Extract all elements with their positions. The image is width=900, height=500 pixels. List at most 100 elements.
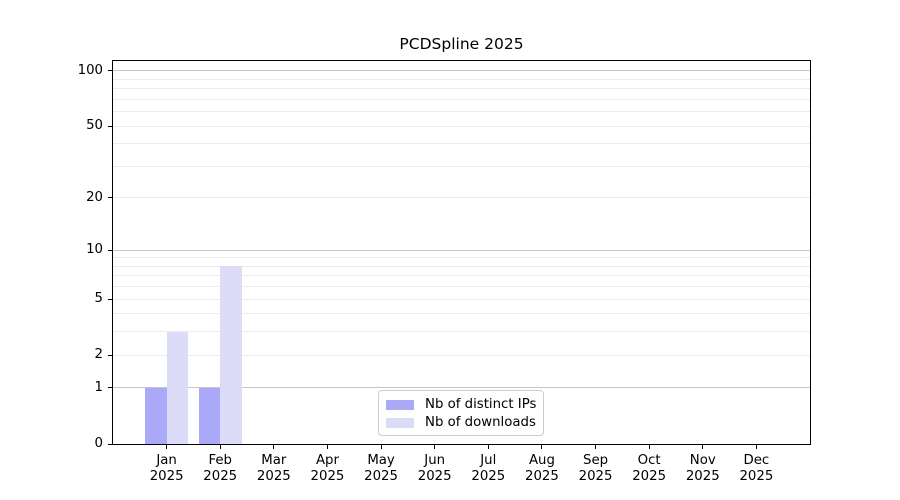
x-tick-label: Dec 2025 [728, 453, 784, 484]
y-tick-mark [108, 298, 113, 300]
y-tick-label: 0 [94, 436, 103, 451]
x-tick-mark [380, 444, 382, 449]
major-gridline [113, 70, 810, 72]
x-tick-mark [166, 444, 168, 449]
bars-layer [113, 61, 810, 444]
x-tick-label: Mar 2025 [246, 453, 302, 484]
x-tick-label: May 2025 [353, 453, 409, 484]
y-tick-mark [108, 443, 113, 445]
x-tick-mark [755, 444, 757, 449]
gridlines-layer [113, 61, 810, 444]
x-tick-label: Apr 2025 [299, 453, 355, 484]
x-tick-label: Sep 2025 [568, 453, 624, 484]
x-tick-mark [702, 444, 704, 449]
x-tick-year: 2025 [364, 468, 398, 484]
minor-gridline [113, 165, 810, 167]
x-tick-month: Apr [315, 453, 339, 468]
x-tick-mark [595, 444, 597, 449]
legend-swatch-distinct-ips-icon [386, 400, 414, 410]
minor-gridline [113, 197, 810, 199]
y-tick-mark [108, 125, 113, 127]
minor-gridline [113, 286, 810, 288]
legend: Nb of distinct IPs Nb of downloads [378, 390, 544, 436]
x-tick-label: Jul 2025 [460, 453, 516, 484]
minor-gridline [113, 265, 810, 267]
x-tick-mark [487, 444, 489, 449]
y-tick-mark [108, 249, 113, 251]
plot-area: 0 1 2 5 10 20 50 100 Jan 2025 Feb 2025 Mar 2025 Apr 202… [78, 60, 811, 484]
x-tick-year: 2025 [632, 468, 667, 484]
legend-swatch-downloads-icon [386, 418, 414, 428]
x-tick-year: 2025 [417, 468, 452, 484]
x-tick-label: Jun 2025 [407, 453, 463, 484]
legend-label-distinct-ips: Nb of distinct IPs [425, 397, 537, 412]
x-tick-month: Feb [208, 453, 232, 468]
chart-title: PCDSpline 2025 [399, 35, 524, 53]
x-tick-label: Aug 2025 [514, 453, 570, 484]
x-tick-label: Nov 2025 [675, 453, 731, 484]
y-tick-label: 50 [86, 118, 103, 134]
x-tick-label: Jan 2025 [139, 453, 195, 484]
major-gridline [113, 387, 810, 389]
x-tick-year: 2025 [256, 468, 291, 484]
legend-label-downloads: Nb of downloads [425, 415, 536, 430]
legend-item-downloads: Nb of downloads [386, 414, 536, 432]
x-tick-mark [541, 444, 543, 449]
x-tick-year: 2025 [310, 468, 345, 484]
x-tick-label: Feb 2025 [192, 453, 248, 484]
x-tick-month: Jan [156, 453, 177, 468]
y-tick-label: 1 [94, 379, 103, 395]
x-tick-month: Mar [261, 453, 287, 468]
minor-gridline [113, 98, 810, 100]
minor-gridline [113, 298, 810, 300]
x-tick-month: Oct [637, 453, 661, 468]
minor-gridline [113, 331, 810, 333]
y-tick-mark [108, 387, 113, 389]
bar-downloads [166, 331, 189, 444]
x-tick-month: Jul [480, 453, 497, 468]
minor-gridline [113, 111, 810, 113]
minor-gridline [113, 354, 810, 356]
y-tick-label: 20 [86, 189, 103, 205]
x-tick-month: Aug [528, 453, 555, 468]
x-tick-month: Sep [583, 453, 609, 468]
x-tick-year: 2025 [525, 468, 559, 484]
bar-distinct-ips [144, 387, 167, 444]
x-tick-label: Oct 2025 [621, 453, 677, 484]
minor-gridline [113, 313, 810, 315]
bar-downloads [220, 266, 242, 444]
x-tick-mark [648, 444, 650, 449]
y-tick-mark [108, 70, 113, 72]
x-tick-month: May [367, 453, 395, 468]
x-tick-year: 2025 [578, 468, 613, 484]
x-tick-mark [326, 444, 328, 449]
major-gridline [113, 249, 810, 251]
y-tick-label: 5 [94, 291, 103, 307]
x-tick-year: 2025 [685, 468, 720, 484]
x-tick-month: Jun [424, 453, 446, 468]
legend-item-distinct-ips: Nb of distinct IPs [386, 396, 537, 414]
y-tick-mark [108, 354, 113, 356]
x-tick-mark [434, 444, 436, 449]
x-tick-year: 2025 [203, 468, 238, 484]
minor-gridline [113, 78, 810, 80]
y-tick-label: 2 [94, 347, 103, 363]
y-tick-label: 10 [86, 242, 103, 258]
x-tick-month: Nov [689, 453, 716, 468]
minor-gridline [113, 257, 810, 259]
x-tick-year: 2025 [149, 468, 184, 484]
x-tick-year: 2025 [739, 468, 774, 484]
minor-gridline [113, 125, 810, 127]
minor-gridline [113, 143, 810, 145]
bar-distinct-ips [198, 387, 221, 444]
minor-gridline [113, 275, 810, 277]
x-tick-mark [219, 444, 221, 449]
x-tick-mark [273, 444, 275, 449]
minor-gridline [113, 88, 810, 90]
y-tick-label: 100 [77, 62, 103, 78]
x-tick-year: 2025 [471, 468, 506, 484]
x-tick-month: Dec [743, 453, 770, 468]
y-tick-mark [108, 197, 113, 199]
axes-ticks-layer: 0 1 2 5 10 20 50 100 Jan 2025 Feb 2025 Mar 2025 Apr 202… [78, 61, 810, 484]
